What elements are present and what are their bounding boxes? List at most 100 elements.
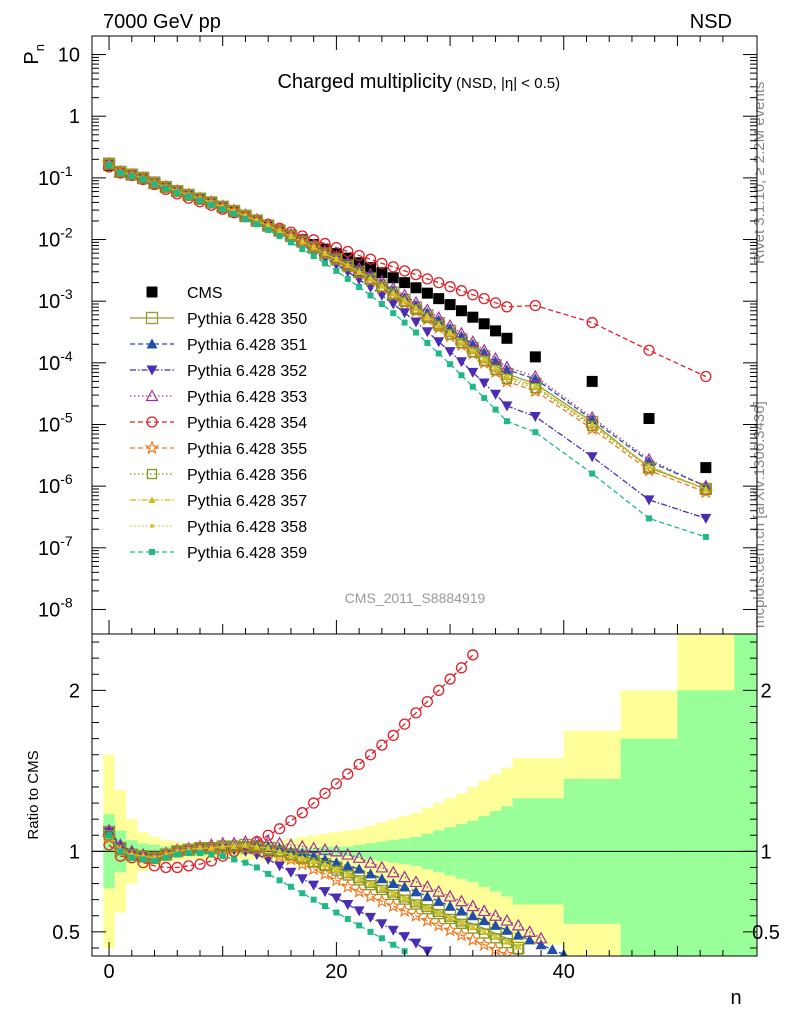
ratio-point-6-17 <box>297 852 308 863</box>
ratio-point-4-22 <box>353 758 365 771</box>
main-point-7-39 <box>700 483 711 495</box>
ratio-point-9-17 <box>299 890 306 897</box>
main-point-7-20 <box>331 254 342 265</box>
main-point-9-25 <box>391 290 396 295</box>
ratio-point-9-25 <box>390 941 397 948</box>
main-point-10-34 <box>492 406 499 413</box>
band-stat-40 <box>734 634 757 956</box>
ratio-point-5-22 <box>351 883 367 898</box>
main-point-5-31 <box>455 285 468 297</box>
legend-entry-8: Pythia 6.428 357 <box>130 493 307 510</box>
ratio-point-8-23 <box>368 881 373 886</box>
legend-marker-8 <box>148 496 156 503</box>
ratio-point-1-37 <box>524 934 536 945</box>
main-point-0-35 <box>501 332 513 344</box>
ratio-point-9-8 <box>196 849 203 856</box>
main-point-9-14 <box>266 223 271 228</box>
legend-label-3: Pythia 6.428 352 <box>187 363 307 380</box>
ratio-point-1-26 <box>399 881 411 892</box>
ratio-point-9-5 <box>162 854 169 861</box>
ratio-point-4-32 <box>467 649 479 661</box>
x-tick-label-1: 20 <box>325 961 347 983</box>
main-point-7-6 <box>172 185 183 197</box>
main-series-10 <box>106 161 709 540</box>
main-point-7-21 <box>342 261 353 272</box>
ratio-point-3-32 <box>466 899 480 912</box>
main-point-10-39 <box>702 533 709 540</box>
ratio-point-1-28 <box>421 890 433 901</box>
ratio-point-4-15 <box>273 823 286 835</box>
ratio-point-8-9 <box>209 846 214 851</box>
ratio-point-9-4 <box>151 858 158 865</box>
ratio-point-5-27 <box>408 908 424 922</box>
ratio-point-9-3 <box>140 856 147 863</box>
main-point-9-28 <box>425 314 430 319</box>
ratio-point-2-26 <box>399 932 411 943</box>
legend-entry-4: Pythia 6.428 353 <box>130 389 307 406</box>
main-point-9-22 <box>357 269 362 274</box>
main-point-0-27 <box>410 282 422 294</box>
ratio-point-3-29 <box>432 884 446 897</box>
ratio-point-3-31 <box>454 894 468 907</box>
legend-marker-5 <box>146 416 158 428</box>
main-point-9-29 <box>436 322 441 327</box>
band-stat-39 <box>677 690 735 956</box>
main-point-0-31 <box>455 305 467 317</box>
main-point-3-27 <box>410 317 422 328</box>
ratio-point-9-10 <box>219 853 226 860</box>
legend-marker-4 <box>145 389 159 402</box>
ratio-point-4-26 <box>398 718 411 730</box>
ratio-point-8-11 <box>232 844 237 849</box>
legend-entry-2: Pythia 6.428 351 <box>130 337 307 354</box>
ratio-y-tick-label-left-0: 0.5 <box>52 922 80 944</box>
main-point-10-13 <box>253 221 260 228</box>
ratio-plot-area <box>92 634 757 956</box>
ratio-point-5-28 <box>420 912 435 927</box>
ratio-point-4-14 <box>262 829 274 841</box>
main-point-5-25 <box>387 261 399 273</box>
ratio-point-8-25 <box>391 891 396 896</box>
ratio-point-3-19 <box>318 842 332 855</box>
ratio-point-5-21 <box>340 879 356 893</box>
ratio-point-1-17 <box>296 847 308 858</box>
ratio-point-1-25 <box>387 878 399 889</box>
ratio-point-1-32 <box>467 910 479 921</box>
ratio-point-3-25 <box>386 865 400 878</box>
ratio-point-8-31 <box>459 920 464 925</box>
main-point-9-15 <box>277 228 282 233</box>
main-point-9-39 <box>703 486 708 491</box>
ratio-point-8-20 <box>334 867 339 872</box>
legend-entry-9: Pythia 6.428 358 <box>130 519 307 536</box>
ratio-series-9 <box>106 832 408 955</box>
ratio-point-4-16 <box>285 815 297 827</box>
main-point-0-26 <box>399 277 411 289</box>
main-point-3-36 <box>529 411 541 422</box>
ratio-point-4-23 <box>364 749 377 761</box>
x-axis-label: n <box>730 987 741 1009</box>
ratio-point-5-33 <box>476 937 492 951</box>
main-y-tick-label-1: 1 <box>69 106 80 128</box>
main-point-10-29 <box>435 350 442 357</box>
main-series-line-9 <box>108 163 707 490</box>
main-point-9-34 <box>493 365 498 370</box>
main-point-3-26 <box>399 308 411 319</box>
legend-marker-6 <box>144 440 160 455</box>
ratio-point-9-21 <box>344 915 351 922</box>
ratio-point-1-38 <box>535 939 547 950</box>
main-point-10-16 <box>287 239 294 246</box>
main-point-10-22 <box>356 283 363 290</box>
ratio-point-3-34 <box>489 909 503 921</box>
main-point-10-10 <box>219 206 226 213</box>
main-point-5-32 <box>467 289 479 301</box>
main-point-10-26 <box>401 319 408 326</box>
ratio-point-2-23 <box>365 912 377 923</box>
ratio-point-1-29 <box>433 895 445 906</box>
ratio-point-9-24 <box>378 935 385 942</box>
main-point-5-39 <box>700 370 712 383</box>
main-point-10-33 <box>481 394 488 401</box>
main-y-tick-label-3: 10-2 <box>38 225 73 252</box>
ratio-point-8-8 <box>197 846 202 851</box>
legend-label-7: Pythia 6.428 356 <box>187 467 307 484</box>
main-point-10-36 <box>532 429 539 436</box>
